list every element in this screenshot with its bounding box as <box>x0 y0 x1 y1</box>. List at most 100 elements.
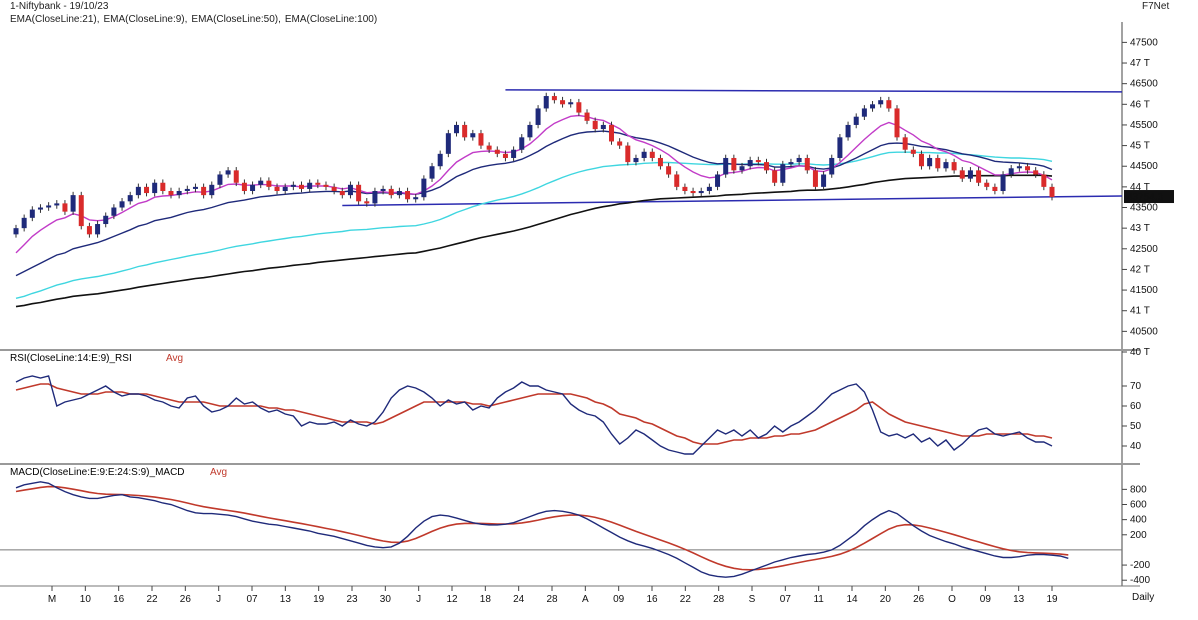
candle <box>511 149 517 158</box>
candle <box>290 184 296 187</box>
date-tick-label: J <box>216 594 221 605</box>
candle <box>421 178 427 198</box>
candle <box>372 191 378 204</box>
candle <box>111 207 117 216</box>
candle <box>861 108 867 117</box>
candle <box>388 188 394 196</box>
price-tick-label: 42500 <box>1130 244 1158 255</box>
date-tick-label: A <box>582 594 589 605</box>
candle <box>13 228 19 235</box>
candle <box>478 133 484 146</box>
date-tick-label: 22 <box>680 594 692 605</box>
candle <box>282 186 288 191</box>
macd-tick-label: 600 <box>1130 500 1147 511</box>
date-tick-label: 23 <box>346 594 358 605</box>
chart-title: 1-Niftybank - 19/10/23 <box>10 1 109 12</box>
candle <box>1000 174 1006 191</box>
ema100-line <box>15 174 1053 308</box>
resistance-trendline <box>505 89 1123 93</box>
candle <box>617 141 623 146</box>
macd-tick-label: -200 <box>1130 560 1150 571</box>
candle <box>780 164 786 183</box>
candle <box>1041 174 1047 187</box>
candle <box>339 191 345 196</box>
candle <box>462 124 468 138</box>
candle <box>331 186 337 191</box>
candle <box>1049 186 1055 198</box>
candle <box>405 191 411 200</box>
date-tick-label: 26 <box>180 594 192 605</box>
macd-avg-label: Avg <box>210 467 227 478</box>
macd-signal-line <box>15 485 1069 571</box>
price-tick-label: 46 T <box>1130 99 1150 110</box>
candle <box>1016 166 1022 169</box>
candle <box>315 182 321 185</box>
price-tick-label: 41 T <box>1130 306 1150 317</box>
candle <box>698 191 704 194</box>
price-tick-label: 41500 <box>1130 285 1158 296</box>
candle <box>870 104 876 109</box>
date-tick-label: 11 <box>813 594 824 605</box>
date-tick-label: 16 <box>113 594 125 605</box>
candle <box>992 186 998 191</box>
candle <box>853 116 859 125</box>
date-tick-label: 18 <box>480 594 492 605</box>
candle <box>241 182 247 191</box>
candle <box>682 186 688 191</box>
candle <box>445 133 451 154</box>
legend-ema100: EMA(CloseLine:100) <box>284 14 378 25</box>
date-tick-label: 16 <box>646 594 658 605</box>
candle <box>413 197 419 200</box>
candle <box>927 157 933 167</box>
candle <box>584 112 590 121</box>
price-tick-label: 40 T <box>1130 347 1150 358</box>
legend-ema21: EMA(CloseLine:21), <box>10 14 100 25</box>
candle <box>201 186 207 196</box>
candle <box>1008 168 1014 175</box>
candle <box>543 96 549 109</box>
rsi-tick-label: 40 <box>1130 441 1142 452</box>
date-tick-label: 22 <box>146 594 158 605</box>
candle <box>233 170 239 183</box>
candle <box>225 170 231 175</box>
date-tick-label: 26 <box>913 594 925 605</box>
candle <box>633 157 639 163</box>
candle <box>641 151 647 158</box>
date-tick-label: M <box>48 594 56 605</box>
candle <box>886 100 892 109</box>
candle <box>217 174 223 185</box>
candle <box>78 195 84 227</box>
candle <box>103 215 109 225</box>
macd-line <box>15 481 1069 578</box>
candle <box>437 153 443 167</box>
last-price-label: 43754.3 <box>1127 192 1164 203</box>
price-tick-label: 43 T <box>1130 223 1150 234</box>
candle <box>755 160 761 163</box>
date-tick-label: 13 <box>1013 594 1025 605</box>
rsi-avg-line <box>15 383 1053 445</box>
candle <box>976 170 982 183</box>
date-tick-label: S <box>749 594 756 605</box>
date-tick-label: 12 <box>446 594 458 605</box>
candle <box>70 195 76 212</box>
panel-grid <box>0 22 1140 587</box>
candle <box>396 191 402 196</box>
candle <box>804 157 810 171</box>
candle <box>168 191 174 196</box>
ema21-line <box>15 130 1053 277</box>
candle <box>600 124 606 130</box>
candle <box>274 186 280 191</box>
candle <box>135 186 141 196</box>
date-tick-label: O <box>948 594 956 605</box>
time-axis: M 10 16 22 26 J 07 13 19 23 30 J 12 18 24 28 A 09 16 22 28 S 0… <box>48 586 1058 605</box>
price-tick-label: 45 T <box>1130 141 1150 152</box>
candle <box>666 166 672 175</box>
candle <box>731 157 737 171</box>
candle <box>347 184 353 196</box>
date-tick-label: 07 <box>246 594 258 605</box>
candle <box>429 166 435 179</box>
candle <box>184 188 190 191</box>
candle <box>307 182 313 189</box>
candle <box>894 108 900 138</box>
